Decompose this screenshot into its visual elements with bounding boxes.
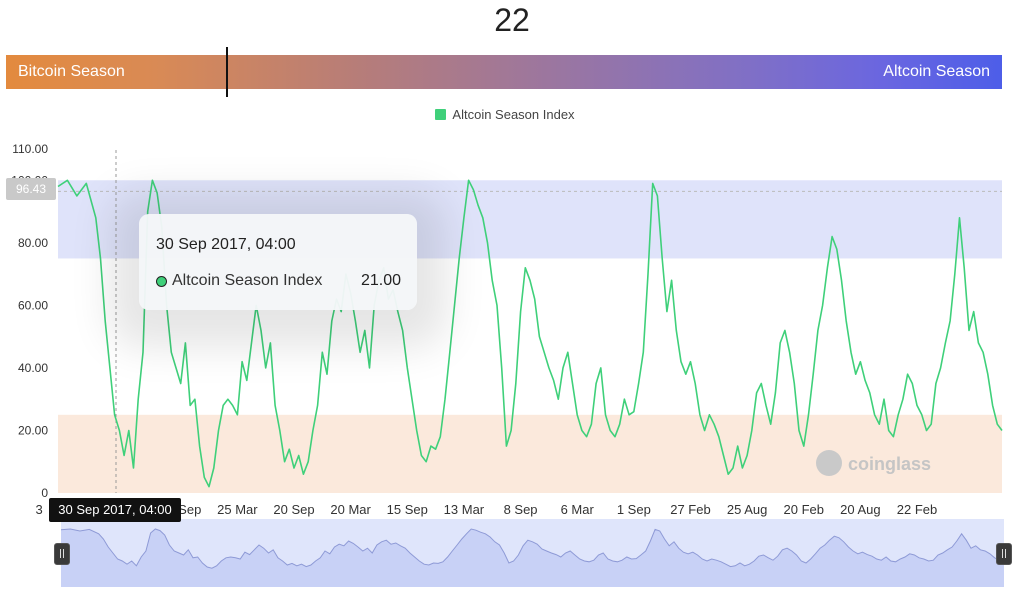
zoom-handle-right[interactable]: [996, 543, 1012, 565]
navigator-line: [60, 528, 1005, 569]
navigator-area: [61, 529, 1004, 587]
x-tick-label: 22 Feb: [897, 502, 937, 517]
x-tick-label: 1 Sep: [617, 502, 651, 517]
season-gauge-marker: [226, 47, 228, 97]
x-axis-pointer-label: 30 Sep 2017, 04:00: [49, 498, 181, 522]
season-gauge-bar: Bitcoin Season Altcoin Season: [6, 47, 1002, 97]
x-tick-label: 20 Mar: [330, 502, 371, 517]
y-tick-label: 0: [41, 486, 48, 500]
coinglass-logo-icon: [816, 450, 842, 476]
x-tick-label: 20 Sep: [273, 502, 314, 517]
x-tick-label: 15 Sep: [387, 502, 428, 517]
x-tick-label: 6 Mar: [561, 502, 595, 517]
bitcoin-season-label: Bitcoin Season: [18, 63, 125, 80]
x-tick-label: 20 Feb: [784, 502, 824, 517]
y-tick-label: 110.00: [12, 142, 48, 156]
x-tick-label: 27 Feb: [670, 502, 710, 517]
zoom-handle-left[interactable]: [54, 543, 70, 565]
y-tick-label: 60.00: [18, 298, 48, 312]
tooltip-series-label: Altcoin Season Index: [172, 272, 323, 289]
legend-swatch: [435, 109, 447, 120]
x-tick-label: 25 Mar: [217, 502, 258, 517]
x-tick-label: 20 Aug: [840, 502, 881, 517]
y-axis-pointer-label: 96.43: [6, 178, 56, 200]
tooltip-series-dot-icon: [156, 276, 167, 287]
y-tick-label: 80.00: [18, 236, 48, 250]
x-tick-label: 8 Sep: [504, 502, 538, 517]
tooltip-date: 30 Sep 2017, 04:00: [156, 236, 296, 253]
tooltip-series-value: 21.00: [360, 272, 401, 289]
chart-legend[interactable]: Altcoin Season Index: [0, 107, 1010, 122]
coinglass-watermark: coinglass: [816, 450, 931, 480]
x-tick-label: 13 Mar: [444, 502, 485, 517]
data-zoom-navigator: [60, 519, 1005, 587]
chart-tooltip: 30 Sep 2017, 04:00 Altcoin Season Index …: [139, 214, 417, 310]
x-tick-label: 3: [36, 502, 43, 517]
legend-label: Altcoin Season Index: [452, 107, 575, 122]
watermark-text: coinglass: [848, 454, 932, 474]
x-tick-label: 25 Aug: [727, 502, 768, 517]
series-line-altcoin-season-index: [57, 179, 1003, 488]
y-tick-label: 40.00: [18, 361, 48, 375]
altcoin-season-label: Altcoin Season: [883, 63, 990, 80]
current-index-value: 22: [494, 2, 530, 38]
y-tick-label: 20.00: [18, 423, 48, 437]
